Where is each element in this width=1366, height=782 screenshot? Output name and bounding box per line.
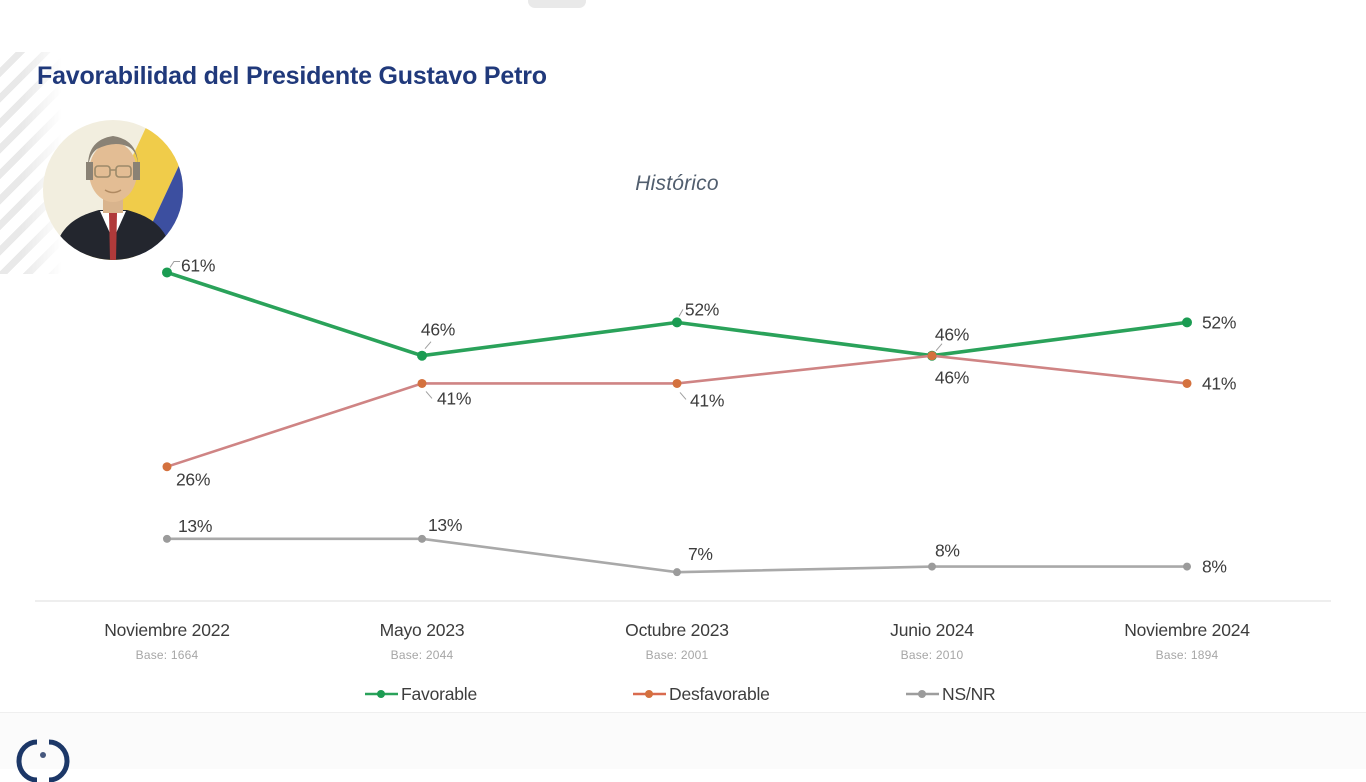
data-point <box>417 378 427 388</box>
data-point <box>927 351 937 361</box>
legend-label: Favorable <box>401 683 478 704</box>
data-label: 7% <box>688 544 713 564</box>
data-point <box>162 267 172 278</box>
data-label: 8% <box>1202 557 1227 577</box>
glasses-right <box>115 165 132 178</box>
hair-side-left <box>86 162 93 180</box>
x-axis-column: Noviembre 2022 Base: 1664 <box>57 620 277 662</box>
desfavorable-line <box>165 354 1189 469</box>
legend-marker-icon <box>365 690 398 698</box>
data-point <box>418 534 426 543</box>
data-point <box>673 568 681 577</box>
petro-photo <box>43 120 183 260</box>
x-base-label: Base: 1894 <box>1155 648 1219 662</box>
x-base-label: Base: 2044 <box>390 648 454 662</box>
x-category-label: Octubre 2023 <box>625 620 729 640</box>
data-point <box>928 562 936 571</box>
x-base-label: Base: 2010 <box>900 648 964 662</box>
label-leader <box>679 392 687 400</box>
hair <box>87 136 139 168</box>
legend-marker-icon <box>633 690 666 698</box>
data-point <box>163 534 171 543</box>
legend-item-desfavorable: Desfavorable <box>633 684 770 704</box>
data-point <box>672 378 682 388</box>
label-leader <box>425 391 433 399</box>
top-edge-artifact <box>528 0 586 8</box>
data-label: 41% <box>437 388 471 408</box>
data-label: 52% <box>685 299 719 319</box>
hair-side-right <box>133 162 140 180</box>
label-leader <box>935 343 943 352</box>
tie <box>109 213 117 260</box>
data-label: 13% <box>428 515 462 535</box>
data-point <box>672 317 682 328</box>
x-category-label: Mayo 2023 <box>379 620 465 640</box>
label-leader <box>678 309 684 317</box>
label-leader <box>424 341 432 350</box>
data-point <box>1183 562 1191 571</box>
chart-subtitle: Histórico <box>635 172 719 195</box>
data-point <box>1182 317 1192 328</box>
data-point <box>417 350 427 361</box>
data-label: 52% <box>1202 312 1236 332</box>
legend-label: Desfavorable <box>669 683 770 704</box>
data-label: 61% <box>181 255 215 275</box>
x-category-label: Noviembre 2022 <box>104 620 230 640</box>
x-axis-column: Junio 2024 Base: 2010 <box>822 620 1042 662</box>
data-label: 41% <box>690 390 724 410</box>
data-point <box>1182 378 1192 388</box>
x-axis-column: Mayo 2023 Base: 2044 <box>312 620 532 662</box>
data-label: 26% <box>176 470 210 490</box>
face <box>89 142 137 202</box>
legend-item-nsnr: NS/NR <box>906 683 996 704</box>
data-label: 46% <box>421 320 455 340</box>
data-point <box>162 462 172 472</box>
glasses-left <box>94 165 111 178</box>
data-label: 46% <box>935 325 969 345</box>
petro-avatar <box>43 120 183 260</box>
x-base-label: Base: 2001 <box>645 648 709 662</box>
x-axis-column: Noviembre 2024 Base: 1894 <box>1077 620 1297 662</box>
x-base-label: Base: 1664 <box>135 648 199 662</box>
page-title: Favorabilidad del Presidente Gustavo Pet… <box>37 62 547 90</box>
x-category-label: Noviembre 2024 <box>1124 620 1250 640</box>
footer-band <box>0 712 1366 782</box>
legend-marker-icon <box>906 690 939 698</box>
cnc-logo <box>16 739 70 782</box>
smile <box>104 189 122 194</box>
x-category-label: Junio 2024 <box>890 620 974 640</box>
legend-item-favorable: Favorable <box>365 684 477 704</box>
favorable-line <box>165 270 1189 358</box>
x-axis-column: Octubre 2023 Base: 2001 <box>567 620 787 662</box>
nsnr-line <box>165 537 1189 574</box>
data-label: 13% <box>178 516 212 536</box>
label-leader <box>169 260 180 268</box>
legend-label: NS/NR <box>942 683 996 704</box>
data-label: 8% <box>935 541 960 561</box>
data-label: 41% <box>1202 373 1236 393</box>
data-label: 46% <box>935 368 969 388</box>
